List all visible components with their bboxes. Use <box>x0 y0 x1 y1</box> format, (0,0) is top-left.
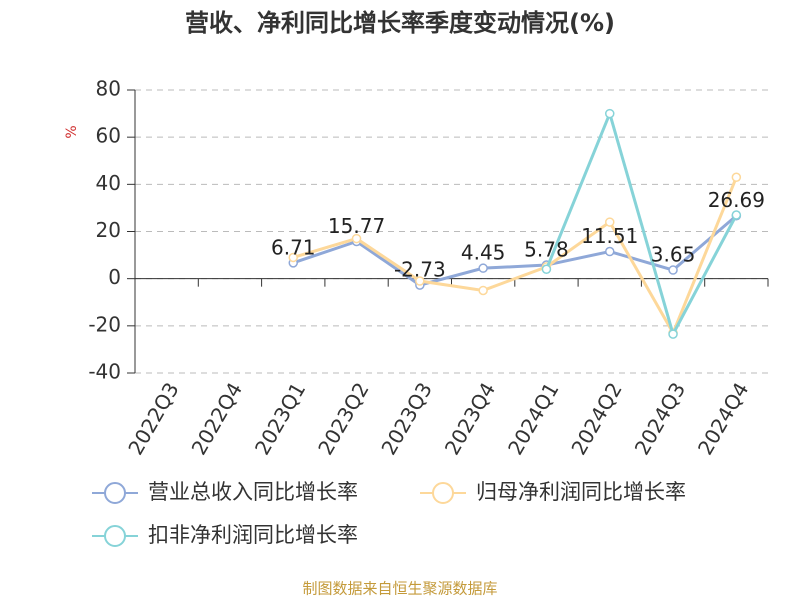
legend-label: 扣非净利润同比增长率 <box>148 523 358 547</box>
chart-title: 营收、净利同比增长率季度变动情况(%) <box>185 9 615 37</box>
series-line <box>292 176 738 337</box>
y-axis-label: % <box>64 125 80 138</box>
legend-marker <box>104 525 126 547</box>
series-line <box>292 214 738 287</box>
legend-label: 营业总收入同比增长率 <box>148 480 358 504</box>
data-point <box>605 217 615 227</box>
legend-item[interactable]: 营业总收入同比增长率 <box>92 480 358 504</box>
data-point <box>478 285 488 296</box>
data-point <box>668 265 678 275</box>
y-tick-label: -40 <box>88 360 121 384</box>
data-label: 11.51 <box>581 224 638 248</box>
x-tick-label: 2022Q4 <box>187 378 247 459</box>
data-point <box>415 276 425 286</box>
x-tick-label: 2023Q1 <box>250 378 310 459</box>
data-label: 5.78 <box>524 238 569 262</box>
data-point <box>288 252 298 263</box>
data-label: -2.73 <box>394 258 446 282</box>
data-point <box>668 329 678 339</box>
x-tick-label: 2024Q2 <box>566 378 626 459</box>
data-label: 15.77 <box>328 214 385 238</box>
legend-item[interactable]: 归母净利润同比增长率 <box>420 480 686 504</box>
x-tick-label: 2023Q3 <box>376 378 436 459</box>
data-point <box>731 210 742 220</box>
data-point <box>605 246 615 257</box>
legend-item[interactable]: 扣非净利润同比增长率 <box>92 523 358 547</box>
source-note: 制图数据来自恒生聚源数据库 <box>302 580 497 598</box>
y-tick-label: 80 <box>96 77 121 101</box>
y-tick-label: 40 <box>96 171 121 195</box>
data-point <box>351 233 362 244</box>
data-point <box>605 108 615 119</box>
x-tick-label: 2022Q3 <box>123 378 183 459</box>
data-label: 4.45 <box>461 241 506 265</box>
y-tick-label: 0 <box>108 265 121 289</box>
data-point <box>478 263 488 273</box>
x-tick-label: 2024Q1 <box>503 378 563 459</box>
legend-marker <box>104 482 126 504</box>
data-point <box>541 264 552 274</box>
data-label: 26.69 <box>708 188 765 212</box>
x-tick-label: 2023Q4 <box>440 378 500 459</box>
data-label: 6.71 <box>271 235 316 259</box>
series-line <box>545 108 738 339</box>
y-tick-label: 20 <box>96 218 121 242</box>
data-label: 3.65 <box>651 243 696 267</box>
legend-marker <box>432 482 454 504</box>
x-tick-label: 2024Q3 <box>630 378 690 459</box>
y-tick-label: 60 <box>96 124 121 148</box>
x-tick-label: 2023Q2 <box>313 378 373 459</box>
y-tick-label: -20 <box>88 312 121 336</box>
x-tick-label: 2024Q4 <box>693 378 753 459</box>
legend-label: 归母净利润同比增长率 <box>476 480 686 504</box>
data-point <box>731 172 742 183</box>
